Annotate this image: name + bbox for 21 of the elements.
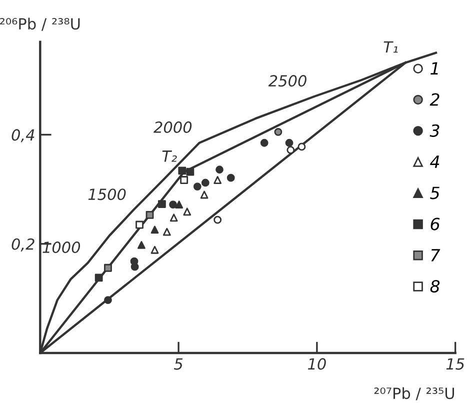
annotation: T₂ <box>162 150 177 162</box>
x-axis-title: ²⁰⁷Pb / ²³⁵U <box>374 387 454 400</box>
x-tick-label: 15 <box>446 358 464 370</box>
x-tick-label: 10 <box>308 358 326 370</box>
annotation: 2000 <box>154 121 192 133</box>
annotation: 2500 <box>268 75 306 87</box>
legend-label: 4 <box>430 156 440 168</box>
y-tick-label: 0,2 <box>12 238 34 252</box>
legend-label: 5 <box>430 186 440 200</box>
legend-label: 1 <box>430 62 438 74</box>
y-axis-title: ²⁰⁶Pb / ²³⁸U <box>0 18 80 31</box>
annotation: 1000 <box>42 242 80 254</box>
legend-label: 6 <box>430 218 440 230</box>
legend-label: 3 <box>430 124 440 137</box>
legend-label: 7 <box>431 249 440 262</box>
x-tick-label: 5 <box>174 358 183 370</box>
annotation: T₁ <box>384 41 398 53</box>
annotation: 1500 <box>88 188 126 200</box>
y-tick-label: 0,4 <box>12 129 34 142</box>
legend-label: 2 <box>430 93 440 106</box>
legend-label: 8 <box>430 280 440 293</box>
